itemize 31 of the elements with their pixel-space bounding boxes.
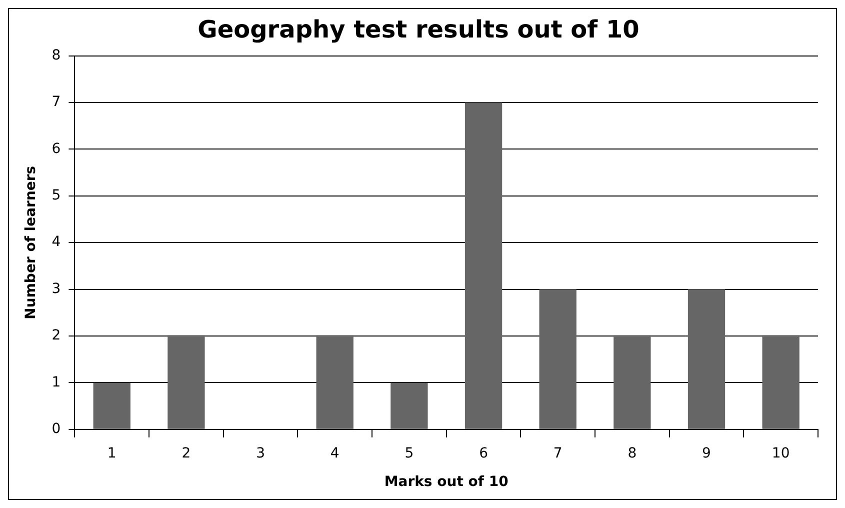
- x-tick-label: 8: [628, 445, 637, 462]
- bar: [539, 289, 576, 429]
- bar: [688, 289, 726, 429]
- y-tick-label: 4: [52, 234, 61, 250]
- bar: [464, 102, 502, 429]
- bar: [390, 382, 428, 429]
- y-tick-label: 1: [52, 374, 61, 390]
- x-tick-label: 10: [772, 445, 790, 462]
- x-tick-label: 4: [330, 445, 340, 462]
- x-tick-label: 6: [479, 445, 488, 462]
- y-tick-label: 0: [52, 421, 61, 438]
- chart-title: Geography test results out of 10: [198, 16, 640, 44]
- bar: [93, 382, 130, 429]
- y-tick-label: 2: [52, 328, 61, 344]
- y-tick-label: 3: [52, 280, 61, 297]
- x-tick-label: 9: [702, 445, 711, 462]
- x-tick-label: 3: [256, 445, 265, 462]
- x-tick-label: 2: [182, 445, 191, 462]
- y-tick-label: 5: [52, 188, 61, 204]
- y-tick-label: 6: [52, 140, 61, 157]
- x-tick-label: 7: [553, 445, 562, 462]
- bar: [316, 336, 354, 429]
- x-tick-label: 1: [107, 445, 116, 462]
- x-axis-title: Marks out of 10: [384, 474, 509, 490]
- bar: [762, 336, 800, 429]
- y-tick-label: 7: [52, 94, 61, 110]
- bar: [614, 336, 651, 429]
- y-axis-title: Number of learners: [23, 166, 40, 320]
- y-tick-label: 8: [52, 47, 61, 64]
- bar: [168, 336, 205, 429]
- x-tick-label: 5: [404, 445, 414, 462]
